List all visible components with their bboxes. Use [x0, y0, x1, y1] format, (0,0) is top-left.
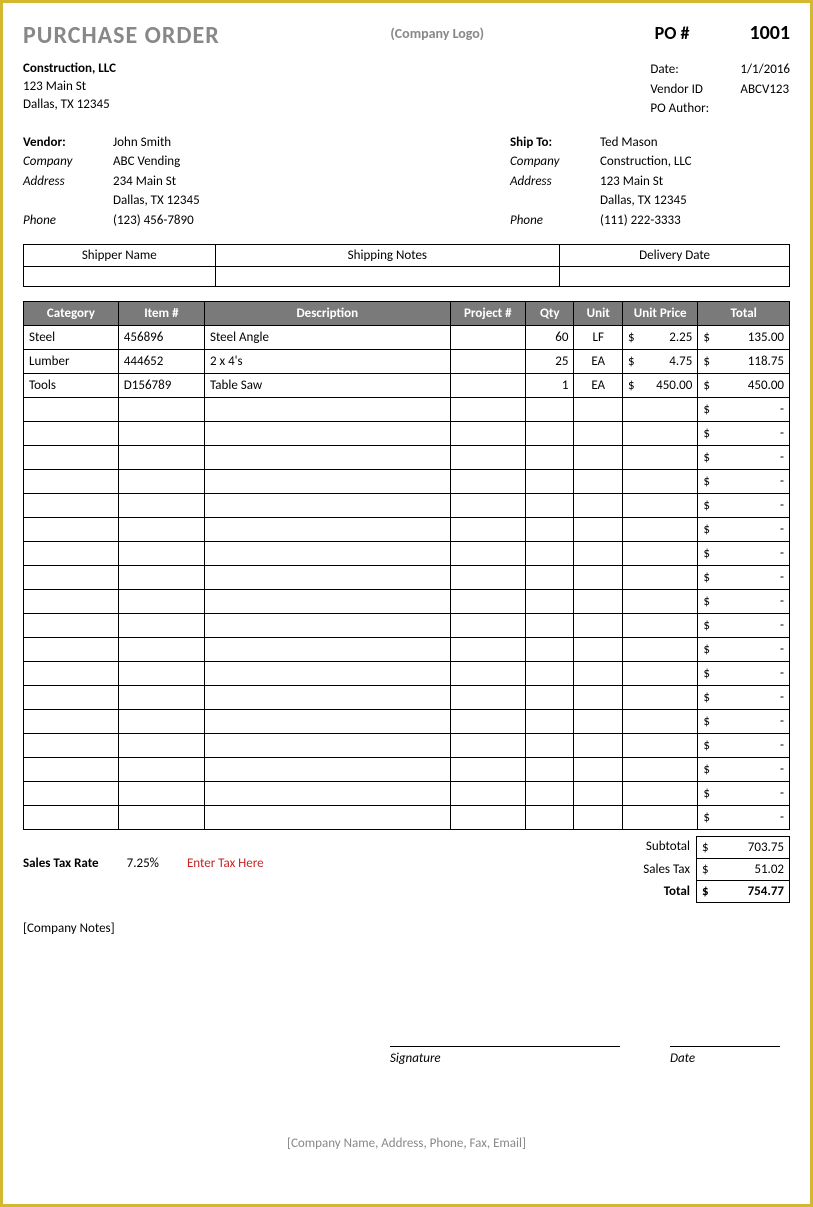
- date-label: Date:: [650, 60, 740, 80]
- info-row: Construction, LLC 123 Main St Dallas, TX…: [23, 60, 790, 119]
- shipto-phone: (111) 222-3333: [600, 211, 681, 231]
- ship-header-name: Shipper Name: [24, 245, 216, 267]
- subtotal-label: Subtotal: [616, 836, 696, 859]
- ship-header-notes: Shipping Notes: [215, 245, 560, 267]
- date-block: Date: [670, 1046, 780, 1066]
- signature-block: Signature: [390, 1046, 620, 1066]
- table-row-empty: $-: [24, 398, 790, 422]
- company-block: Construction, LLC 123 Main St Dallas, TX…: [23, 60, 116, 119]
- col-category: Category: [24, 302, 119, 326]
- date-value: 1/1/2016: [740, 60, 790, 80]
- table-row-empty: $-: [24, 662, 790, 686]
- page-title: PURCHASE ORDER: [23, 21, 220, 50]
- company-name: Construction, LLC: [23, 60, 116, 78]
- company-logo-placeholder: (Company Logo): [390, 21, 484, 42]
- signature-label: Signature: [390, 1047, 620, 1066]
- signature-row: Signature Date: [23, 1046, 790, 1066]
- po-number: 1001: [749, 21, 790, 45]
- footer: [Company Name, Address, Phone, Fax, Emai…: [23, 1136, 790, 1151]
- vendor-address2: Dallas, TX 12345: [113, 191, 200, 211]
- shipto-address1: 123 Main St: [600, 172, 663, 192]
- vendor-heading: Vendor:: [23, 133, 113, 153]
- items-table: Category Item # Description Project # Qt…: [23, 301, 790, 830]
- table-row-empty: $-: [24, 518, 790, 542]
- table-row-empty: $-: [24, 734, 790, 758]
- col-unit-price: Unit Price: [622, 302, 697, 326]
- table-row: ToolsD156789Table Saw1EA$450.00$450.00: [24, 374, 790, 398]
- vendor-name: John Smith: [113, 133, 171, 153]
- col-qty: Qty: [526, 302, 574, 326]
- company-city: Dallas, TX 12345: [23, 96, 116, 114]
- shipto-phone-label: Phone: [510, 211, 600, 231]
- total-value: $754.77: [696, 881, 790, 903]
- shipto-block: Ship To:Ted Mason CompanyConstruction, L…: [510, 133, 790, 231]
- vendor-company-label: Company: [23, 152, 113, 172]
- po-label: PO #: [655, 22, 690, 44]
- col-total: Total: [698, 302, 790, 326]
- vendor-address-label: Address: [23, 172, 113, 192]
- parties-row: Vendor:John Smith CompanyABC Vending Add…: [23, 133, 790, 231]
- vendor-id-value: ABCV123: [740, 80, 789, 100]
- table-row-empty: $-: [24, 422, 790, 446]
- table-row-empty: $-: [24, 614, 790, 638]
- shipto-heading: Ship To:: [510, 133, 600, 153]
- subtotal-value: $703.75: [696, 836, 790, 859]
- table-row: Steel456896Steel Angle60LF$2.25$135.00: [24, 326, 790, 350]
- vendor-phone: (123) 456-7890: [113, 211, 194, 231]
- tax-hint: Enter Tax Here: [187, 856, 264, 871]
- tax-rate-block: Sales Tax Rate 7.25% Enter Tax Here: [23, 836, 264, 871]
- ship-row: [24, 267, 790, 287]
- table-row-empty: $-: [24, 782, 790, 806]
- shipto-name: Ted Mason: [600, 133, 658, 153]
- vendor-block: Vendor:John Smith CompanyABC Vending Add…: [23, 133, 200, 231]
- salestax-value: $51.02: [696, 859, 790, 881]
- vendor-id-label: Vendor ID: [650, 80, 740, 100]
- totals-block: Subtotal $703.75 Sales Tax $51.02 Total …: [616, 836, 790, 903]
- summary-section: Sales Tax Rate 7.25% Enter Tax Here Subt…: [23, 836, 790, 903]
- table-row-empty: $-: [24, 686, 790, 710]
- shipto-company: Construction, LLC: [600, 152, 692, 172]
- col-unit: Unit: [574, 302, 622, 326]
- vendor-phone-label: Phone: [23, 211, 113, 231]
- salestax-label: Sales Tax: [616, 859, 696, 881]
- shipto-address-label: Address: [510, 172, 600, 192]
- total-label: Total: [616, 881, 696, 903]
- po-number-box: PO # 1001: [655, 21, 790, 45]
- date-label: Date: [670, 1047, 780, 1066]
- col-item: Item #: [118, 302, 204, 326]
- tax-rate-label: Sales Tax Rate: [23, 856, 99, 871]
- vendor-company: ABC Vending: [113, 152, 180, 172]
- meta-block: Date:1/1/2016 Vendor IDABCV123 PO Author…: [650, 60, 790, 119]
- table-row-empty: $-: [24, 494, 790, 518]
- ship-header-date: Delivery Date: [560, 245, 790, 267]
- po-author-label: PO Author:: [650, 99, 740, 119]
- tax-rate-value: 7.25%: [127, 856, 159, 871]
- table-row-empty: $-: [24, 470, 790, 494]
- shipto-address2: Dallas, TX 12345: [600, 191, 687, 211]
- company-notes: [Company Notes]: [23, 921, 790, 936]
- table-row: Lumber4446522 x 4's25EA$4.75$118.75: [24, 350, 790, 374]
- shipping-table: Shipper Name Shipping Notes Delivery Dat…: [23, 244, 790, 287]
- vendor-address1: 234 Main St: [113, 172, 176, 192]
- col-project: Project #: [450, 302, 525, 326]
- shipto-company-label: Company: [510, 152, 600, 172]
- table-row-empty: $-: [24, 566, 790, 590]
- header-row: PURCHASE ORDER (Company Logo) PO # 1001: [23, 21, 790, 50]
- table-row-empty: $-: [24, 638, 790, 662]
- table-row-empty: $-: [24, 590, 790, 614]
- table-row-empty: $-: [24, 710, 790, 734]
- col-description: Description: [204, 302, 450, 326]
- table-row-empty: $-: [24, 758, 790, 782]
- table-row-empty: $-: [24, 542, 790, 566]
- company-street: 123 Main St: [23, 78, 116, 96]
- table-row-empty: $-: [24, 446, 790, 470]
- table-row-empty: $-: [24, 806, 790, 830]
